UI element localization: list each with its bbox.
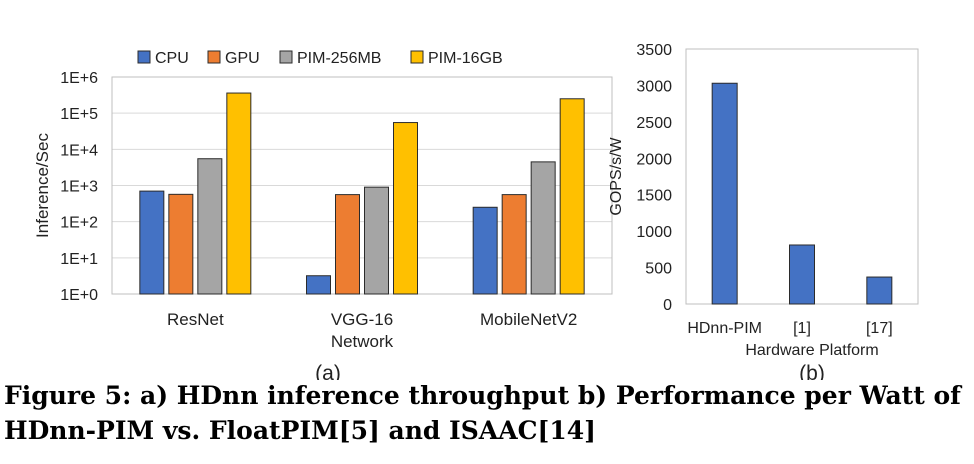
bar bbox=[335, 194, 360, 295]
bar bbox=[472, 206, 498, 295]
y-tick-label: 1E+2 bbox=[60, 215, 98, 232]
y-tick-label: 1E+5 bbox=[60, 106, 98, 123]
y-tick-label: 1E+1 bbox=[60, 251, 98, 268]
y-tick-label: 1500 bbox=[636, 188, 672, 205]
x-tick-label: [17] bbox=[866, 320, 893, 337]
y-tick-label: 3000 bbox=[636, 78, 672, 95]
bar bbox=[530, 161, 556, 295]
bar bbox=[168, 193, 194, 295]
panel-label-b: (b) bbox=[799, 362, 825, 380]
legend-swatch bbox=[207, 50, 221, 64]
legend-label: PIM-256MB bbox=[297, 50, 381, 67]
y-tick-label: 0 bbox=[663, 297, 672, 314]
x-axis-title: Hardware Platform bbox=[745, 342, 878, 359]
y-tick-label: 1E+4 bbox=[60, 142, 98, 159]
x-tick-label: [1] bbox=[793, 320, 811, 337]
y-tick-label: 3500 bbox=[636, 42, 672, 59]
y-axis-title: GOPS/s/W bbox=[608, 136, 625, 215]
bar bbox=[711, 82, 738, 305]
y-tick-label: 500 bbox=[645, 261, 672, 278]
y-tick-label: 2500 bbox=[636, 115, 672, 132]
x-tick-label: VGG-16 bbox=[331, 310, 393, 329]
legend-label: PIM-16GB bbox=[428, 50, 503, 67]
panel-label-a: (a) bbox=[315, 362, 341, 380]
bar bbox=[364, 186, 389, 295]
legend-swatch bbox=[410, 50, 424, 64]
y-tick-label: 1E+6 bbox=[60, 70, 98, 87]
legend-label: CPU bbox=[155, 50, 189, 67]
legend-swatch bbox=[137, 50, 151, 64]
figure-caption: Figure 5: a) HDnn inference throughput b… bbox=[4, 378, 970, 448]
x-tick-label: ResNet bbox=[167, 310, 224, 329]
plot-frame bbox=[111, 76, 613, 295]
y-tick-label: 1000 bbox=[636, 224, 672, 241]
legend-label: GPU bbox=[225, 50, 260, 67]
figure: 1E+0 1E+1 1E+2 1E+3 1E+4 1E+5 1E+6 ResNet VGG-16… bbox=[33, 42, 919, 380]
caption-line-2: HDnn-PIM vs. FloatPIM[5] and ISAAC[14] bbox=[4, 416, 596, 445]
bar bbox=[866, 276, 893, 305]
bar bbox=[306, 275, 331, 295]
chart-a-throughput: 1E+0 1E+1 1E+2 1E+3 1E+4 1E+5 1E+6 ResNet VGG-16… bbox=[33, 50, 613, 380]
bar bbox=[789, 244, 815, 305]
y-tick-label: 1E+3 bbox=[60, 179, 98, 196]
x-axis-title: Network bbox=[331, 332, 394, 351]
y-tick-label: 2000 bbox=[636, 151, 672, 168]
bar bbox=[197, 158, 223, 295]
y-axis-title: Inference/Sec bbox=[33, 133, 52, 238]
bar bbox=[226, 92, 252, 295]
bar bbox=[393, 122, 418, 295]
x-tick-label: HDnn-PIM bbox=[687, 320, 762, 337]
y-tick-label: 1E+0 bbox=[60, 287, 98, 304]
bar bbox=[559, 98, 585, 295]
bar bbox=[501, 194, 527, 295]
chart-b-performance-per-watt: 0 500 1000 1500 2000 2500 3000 3500 HDnn-PIM [1] [… bbox=[608, 42, 919, 380]
bar bbox=[139, 190, 165, 295]
caption-line-1: Figure 5: a) HDnn inference throughput b… bbox=[4, 381, 961, 410]
x-tick-label: MobileNetV2 bbox=[480, 310, 577, 329]
legend-swatch bbox=[279, 50, 293, 64]
